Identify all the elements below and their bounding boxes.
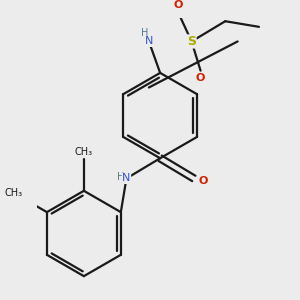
Text: CH₃: CH₃ bbox=[4, 188, 22, 198]
Text: S: S bbox=[187, 35, 196, 48]
Text: CH₃: CH₃ bbox=[75, 147, 93, 157]
Text: O: O bbox=[173, 0, 183, 10]
Text: O: O bbox=[198, 176, 208, 186]
Text: H: H bbox=[117, 172, 124, 182]
Text: O: O bbox=[196, 73, 205, 83]
Text: N: N bbox=[122, 173, 130, 183]
Text: N: N bbox=[145, 36, 153, 46]
Text: H: H bbox=[141, 28, 148, 38]
